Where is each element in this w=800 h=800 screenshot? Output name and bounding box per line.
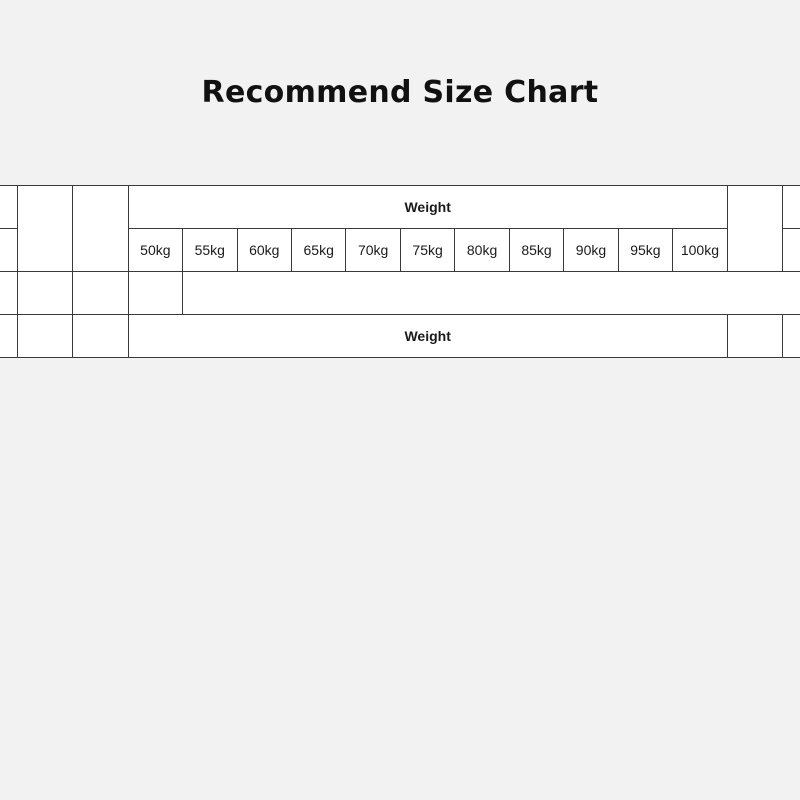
edge-right-spacer: [782, 228, 800, 272]
weight-kg-header: 100kg: [672, 228, 728, 272]
weight-kg-header: 80kg: [454, 228, 510, 272]
footer-row-lbs: [0, 271, 800, 315]
weight-kg-header: 60kg: [236, 228, 292, 272]
footer-blank-left: [16, 271, 74, 315]
footer-row-weight: Weight: [0, 314, 800, 358]
edge-right-spacer: [782, 314, 800, 358]
size-chart-body: Weight 50kg 55kg 60kg 65kg 70kg 75kg 80kg 85kg 9…: [0, 185, 800, 272]
edge-left-spacer: [0, 228, 18, 272]
weight-header-bottom: Weight: [127, 314, 728, 358]
edge-right-spacer: [182, 271, 238, 315]
weight-kg-header: 90kg: [563, 228, 619, 272]
weight-kg-header: 70kg: [345, 228, 401, 272]
edge-left-spacer: [0, 271, 18, 315]
edge-right-spacer: [782, 185, 800, 229]
corner-blank-left2: [72, 185, 129, 272]
corner-blank-left: [16, 185, 74, 272]
weight-kg-header: 50kg: [127, 228, 184, 272]
weight-kg-header: 75kg: [399, 228, 456, 272]
footer-blank-right-b: [726, 314, 784, 358]
footer-blank-left-b: [16, 314, 74, 358]
footer-blank-right: [127, 271, 184, 315]
corner-blank-right: [726, 185, 784, 272]
footer-blank-left2-b: [72, 314, 129, 358]
bottom-spacer: [0, 364, 800, 394]
weight-kg-header: 85kg: [508, 228, 565, 272]
edge-left-spacer: [0, 185, 18, 229]
title-band: Recommend Size Chart: [0, 0, 800, 185]
weight-kg-header: 55kg: [182, 228, 238, 272]
size-chart-table: Weight 50kg 55kg 60kg 65kg 70kg 75kg 80kg 85kg 9…: [0, 185, 800, 358]
edge-left-spacer: [0, 314, 18, 358]
weight-kg-header: 95kg: [617, 228, 674, 272]
weight-header-top: Weight: [127, 185, 728, 229]
weight-kg-header: 65kg: [290, 228, 347, 272]
notes-spacer: [0, 358, 800, 364]
page-title: Recommend Size Chart: [201, 75, 599, 110]
header-row-weight: Weight: [0, 185, 800, 272]
footer-blank-left2: [72, 271, 129, 315]
header-row-kg: 50kg 55kg 60kg 65kg 70kg 75kg 80kg 85kg 90kg 95kg…: [0, 228, 800, 272]
